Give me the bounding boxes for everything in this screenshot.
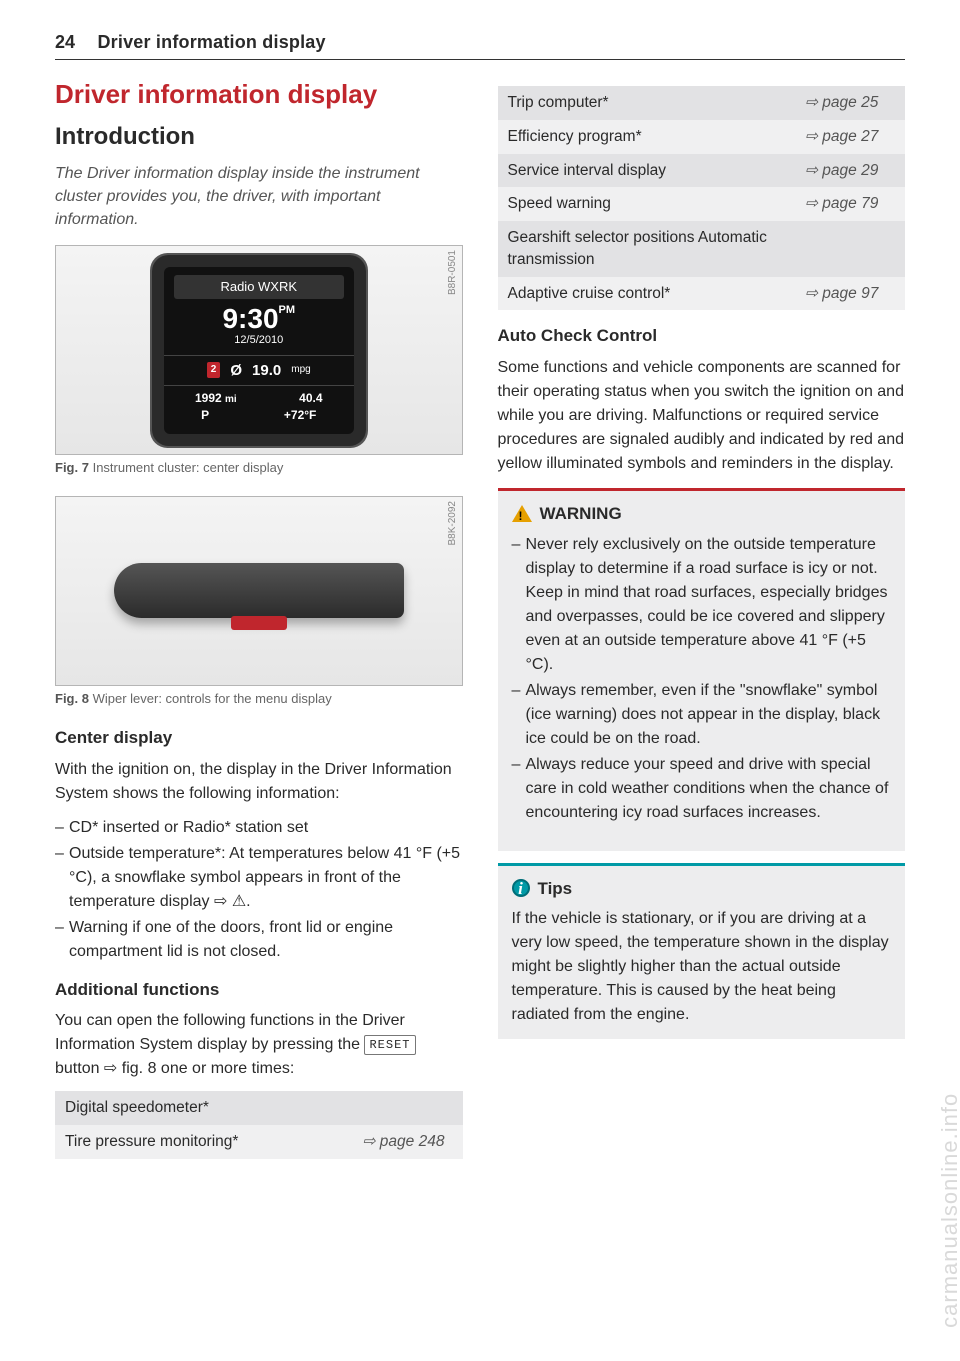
intro-text: The Driver information display inside th…: [55, 162, 463, 232]
photo-code: B8R-0501: [446, 250, 460, 295]
fig8-caption: Fig. 8 Wiper lever: controls for the men…: [55, 690, 463, 708]
time-display: 9:30PM: [164, 305, 354, 333]
func-name: Efficiency program*: [498, 120, 796, 154]
fig8-caption-text: Wiper lever: controls for the menu displ…: [93, 691, 332, 706]
tips-text: If the vehicle is stationary, or if you …: [512, 907, 892, 1027]
func-page: ⇨ page 29: [795, 154, 905, 188]
warning-title: WARNING: [540, 501, 622, 527]
warning-head: WARNING: [512, 501, 892, 527]
subsection-title: Introduction: [55, 120, 463, 154]
time-value: 9:30: [222, 303, 278, 334]
trip: 40.4: [299, 390, 322, 407]
list-text: Always reduce your speed and drive with …: [526, 753, 892, 825]
tips-title: Tips: [538, 876, 573, 902]
fig8-label: Fig. 8: [55, 691, 89, 706]
list-item: –Warning if one of the doors, front lid …: [55, 916, 463, 964]
date-display: 12/5/2010: [164, 333, 354, 348]
func-page: [795, 221, 905, 276]
list-text: Never rely exclusively on the outside te…: [526, 533, 892, 677]
warning-callout: WARNING –Never rely exclusively on the o…: [498, 488, 906, 851]
fig7-caption-text: Instrument cluster: center display: [93, 460, 284, 475]
table-row: Adaptive cruise control*⇨ page 97: [498, 277, 906, 311]
info-icon: i: [512, 879, 530, 897]
func-name: Gearshift selector positions Automatic t…: [498, 221, 796, 276]
mpg-value: 19.0: [252, 360, 281, 381]
table-row: Tire pressure monitoring*⇨ page 248: [55, 1125, 463, 1159]
add-text-b: button ⇨ fig. 8 one or more times:: [55, 1060, 294, 1077]
func-name: Service interval display: [498, 154, 796, 188]
list-text: Warning if one of the doors, front lid o…: [69, 916, 463, 964]
functions-table-part2: Trip computer*⇨ page 25 Efficiency progr…: [498, 86, 906, 310]
auto-check-text: Some functions and vehicle components ar…: [498, 356, 906, 476]
section-title: Driver information display: [55, 80, 463, 110]
func-page: ⇨ page 248: [353, 1125, 463, 1159]
additional-text: You can open the following functions in …: [55, 1009, 463, 1081]
warn-badge: 2: [207, 362, 221, 378]
time-ampm: PM: [279, 304, 296, 316]
func-name: Speed warning: [498, 187, 796, 221]
table-row: Digital speedometer*: [55, 1091, 463, 1125]
fig7-label: Fig. 7: [55, 460, 89, 475]
list-item: –Always remember, even if the "snowflake…: [512, 679, 892, 751]
func-name: Adaptive cruise control*: [498, 277, 796, 311]
table-row: Efficiency program*⇨ page 27: [498, 120, 906, 154]
add-text-a: You can open the following functions in …: [55, 1012, 405, 1053]
func-page: ⇨ page 79: [795, 187, 905, 221]
figure-8: B8K-2092: [55, 496, 463, 686]
func-name: Tire pressure monitoring*: [55, 1125, 353, 1159]
func-page: ⇨ page 25: [795, 86, 905, 120]
fig7-caption: Fig. 7 Instrument cluster: center displa…: [55, 459, 463, 477]
func-page: ⇨ page 97: [795, 277, 905, 311]
auto-check-head: Auto Check Control: [498, 324, 906, 348]
page-header: 24 Driver information display: [55, 30, 905, 60]
page-header-title: Driver information display: [97, 30, 325, 55]
odo-unit: mi: [225, 394, 237, 405]
func-page: [353, 1091, 463, 1125]
table-row: Speed warning⇨ page 79: [498, 187, 906, 221]
center-display-list: –CD* inserted or Radio* station set –Out…: [55, 816, 463, 964]
page-number: 24: [55, 30, 75, 55]
center-display-head: Center display: [55, 726, 463, 750]
list-text: Always remember, even if the "snowflake"…: [526, 679, 892, 751]
func-name: Trip computer*: [498, 86, 796, 120]
func-page: ⇨ page 27: [795, 120, 905, 154]
cluster-screen: Radio WXRK 9:30PM 12/5/2010 2 Ø 19.0 mpg…: [164, 267, 354, 433]
table-row: Trip computer*⇨ page 25: [498, 86, 906, 120]
list-item: –CD* inserted or Radio* station set: [55, 816, 463, 840]
tips-head: i Tips: [512, 876, 892, 902]
additional-head: Additional functions: [55, 978, 463, 1002]
gear: P: [201, 407, 209, 424]
watermark: carmanualsonline.info: [935, 1093, 960, 1328]
reset-button-label: RESET: [364, 1035, 415, 1055]
list-item: –Always reduce your speed and drive with…: [512, 753, 892, 825]
list-text: CD* inserted or Radio* station set: [69, 816, 463, 840]
table-row: Gearshift selector positions Automatic t…: [498, 221, 906, 276]
mpg-unit: mpg: [291, 363, 310, 377]
list-item: –Outside temperature*: At temperatures b…: [55, 842, 463, 914]
mpg-row: 2 Ø 19.0 mpg: [164, 355, 354, 385]
photo-code: B8K-2092: [446, 501, 460, 545]
temp: +72°F: [284, 407, 316, 424]
wiper-stalk: [114, 563, 404, 618]
bottom-row-2: P +72°F: [164, 407, 354, 424]
func-name: Digital speedometer*: [55, 1091, 353, 1125]
bottom-row: 1992 mi 40.4: [164, 385, 354, 407]
table-row: Service interval display⇨ page 29: [498, 154, 906, 188]
center-display-intro: With the ignition on, the display in the…: [55, 758, 463, 806]
list-item: –Never rely exclusively on the outside t…: [512, 533, 892, 677]
functions-table-part1: Digital speedometer* Tire pressure monit…: [55, 1091, 463, 1158]
odo: 1992: [195, 391, 222, 405]
radio-label: Radio WXRK: [174, 275, 344, 299]
figure-7: B8R-0501 Radio WXRK 9:30PM 12/5/2010 2 Ø…: [55, 245, 463, 455]
tips-callout: i Tips If the vehicle is stationary, or …: [498, 863, 906, 1040]
list-text: Outside temperature*: At temperatures be…: [69, 842, 463, 914]
warning-icon: [512, 505, 532, 522]
